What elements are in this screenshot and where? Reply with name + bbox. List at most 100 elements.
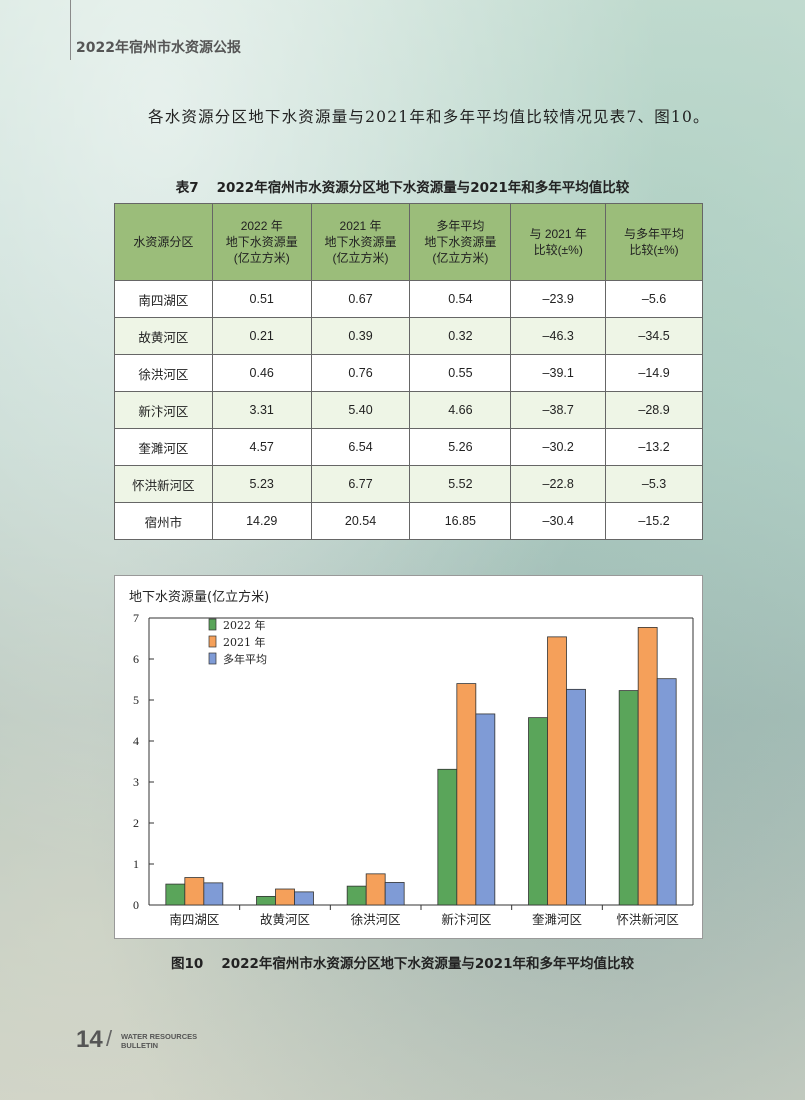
table-header-line: (亿立方米) [332, 251, 389, 265]
table-header-row: 水资源分区 2022 年地下水资源量 (亿立方米) 2021 年地下水资源量 (亿立方米… [114, 203, 703, 281]
table-header-line: 与 2021 年 [529, 227, 587, 241]
table-header-line: 2022 年 [240, 219, 283, 233]
table-row: 新汴河区 3.31 5.40 4.66 –38.7 –28.9 [114, 391, 703, 429]
table-value-cell: 20.54 [310, 502, 411, 540]
bar-2021 [547, 636, 567, 906]
table-region-cell: 奎濉河区 [114, 428, 213, 466]
bar-average [475, 713, 496, 906]
table-header-cell: 多年平均 地下水资源量 (亿立方米) [409, 203, 512, 281]
table-value-cell: –30.4 [510, 502, 607, 540]
table-value-cell: 5.52 [409, 465, 512, 503]
table-value-cell: 0.54 [409, 280, 512, 318]
table-value-cell: –13.2 [605, 428, 703, 466]
table-value-cell: 14.29 [211, 502, 312, 540]
x-tick-label: 新汴河区 [441, 912, 491, 927]
table-value-cell: –46.3 [510, 317, 607, 355]
footer-brand: WATER RESOURCES BULLETIN [121, 1032, 197, 1050]
table-value-cell: 0.67 [310, 280, 411, 318]
table-value-cell: –39.1 [510, 354, 607, 392]
table-value-cell: 5.40 [310, 391, 411, 429]
table-region-cell: 新汴河区 [114, 391, 213, 429]
table-region-cell: 南四湖区 [114, 280, 213, 318]
bar-2021 [365, 873, 386, 906]
groundwater-table: 水资源分区 2022 年地下水资源量 (亿立方米) 2021 年地下水资源量 (亿立方米… [114, 203, 703, 540]
x-tick-label: 徐洪河区 [351, 912, 401, 927]
table-value-cell: 6.54 [310, 428, 411, 466]
header-divider [70, 0, 71, 60]
y-tick-label: 4 [133, 734, 139, 748]
table-header-cell: 2022 年地下水资源量 (亿立方米) [211, 203, 312, 281]
table-header-cell: 与 2021 年比较(±%) [510, 203, 607, 281]
table-row: 宿州市 14.29 20.54 16.85 –30.4 –15.2 [114, 502, 703, 540]
table-caption: 表7 2022年宿州市水资源分区地下水资源量与2021年和多年平均值比较 [0, 176, 805, 196]
table-value-cell: 6.77 [310, 465, 411, 503]
table-value-cell: 0.76 [310, 354, 411, 392]
table-row: 徐洪河区 0.46 0.76 0.55 –39.1 –14.9 [114, 354, 703, 392]
bar-2021 [184, 877, 205, 906]
y-tick-label: 6 [133, 652, 139, 666]
table-value-cell: –5.3 [605, 465, 703, 503]
running-header: 2022年宿州市水资源公报 [76, 40, 241, 56]
y-tick-label: 2 [133, 816, 139, 830]
table-value-cell: –22.8 [510, 465, 607, 503]
table-value-cell: 5.23 [211, 465, 312, 503]
page-number: 14 [76, 1026, 103, 1053]
figure-caption-text: 2022年宿州市水资源分区地下水资源量与2021年和多年平均值比较 [221, 956, 634, 972]
table-caption-number: 表7 [175, 180, 199, 196]
bar-average [566, 688, 586, 906]
table-value-cell: 4.66 [409, 391, 512, 429]
bar-2022 [437, 768, 458, 906]
y-tick-label: 5 [133, 693, 139, 707]
table-value-cell: –34.5 [605, 317, 703, 355]
table-value-cell: 0.51 [211, 280, 312, 318]
table-header-line: 与多年平均 [624, 227, 685, 241]
bar-average [294, 891, 314, 906]
y-tick-label: 3 [133, 775, 139, 789]
table-header-cell: 与多年平均比较(±%) [605, 203, 703, 281]
bar-average [203, 882, 224, 906]
table-header-line: (亿立方米) [233, 251, 290, 265]
x-tick-label: 故黄河区 [260, 912, 310, 927]
bar-average [656, 678, 677, 906]
table-header-line: 多年平均 [436, 219, 485, 233]
table-value-cell: –14.9 [605, 354, 703, 392]
bar-chart: 地下水资源量(亿立方米) 0 1 2 3 4 5 6 7 南四湖区 故黄河区 徐洪河区 新汴河区 奎濉河区… [114, 575, 703, 939]
footer-slash: / [106, 1026, 113, 1051]
table-row: 怀洪新河区 5.23 6.77 5.52 –22.8 –5.3 [114, 465, 703, 503]
table-value-cell: –15.2 [605, 502, 703, 540]
table-value-cell: –38.7 [510, 391, 607, 429]
table-header-cell: 2021 年地下水资源量 (亿立方米) [310, 203, 411, 281]
legend-label: 2022 年 [223, 618, 266, 632]
y-tick-label: 7 [133, 611, 139, 625]
bar-2022 [346, 885, 367, 906]
y-axis-label: 地下水资源量(亿立方米) [129, 589, 269, 605]
table-region-cell: 怀洪新河区 [114, 465, 213, 503]
table-value-cell: 0.21 [211, 317, 312, 355]
x-tick-label: 南四湖区 [169, 912, 219, 927]
table-header-line: 水资源分区 [133, 235, 194, 249]
table-body: 南四湖区 0.51 0.67 0.54 –23.9 –5.6 故黄河区 0.21 0.39 0.3… [114, 280, 703, 540]
table-value-cell: 0.55 [409, 354, 512, 392]
legend-swatch [208, 652, 217, 665]
y-tick-label: 1 [133, 857, 139, 871]
table-value-cell: 0.46 [211, 354, 312, 392]
table-region-cell: 徐洪河区 [114, 354, 213, 392]
footer-brand-line2: BULLETIN [121, 1041, 159, 1050]
table-value-cell: 3.31 [211, 391, 312, 429]
figure-caption-number: 图10 [171, 956, 204, 972]
table-caption-text: 2022年宿州市水资源分区地下水资源量与2021年和多年平均值比较 [216, 180, 630, 196]
bar-2021 [275, 888, 295, 906]
footer-brand-line1: WATER RESOURCES [121, 1032, 198, 1041]
bar-2021 [637, 627, 658, 906]
bar-2022 [528, 717, 548, 906]
table-region-cell: 宿州市 [114, 502, 213, 540]
table-header-line: 地下水资源量 [424, 235, 497, 249]
x-tick-label: 奎濉河区 [532, 912, 582, 927]
legend-label: 多年平均 [223, 652, 267, 666]
bar-2022 [165, 883, 186, 906]
table-header-line: 比较(±%) [533, 243, 583, 257]
table-header-line: 2021 年 [339, 219, 382, 233]
table-row: 故黄河区 0.21 0.39 0.32 –46.3 –34.5 [114, 317, 703, 355]
table-header-line: 比较(±%) [629, 243, 679, 257]
table-header-line: 地下水资源量 [225, 235, 298, 249]
